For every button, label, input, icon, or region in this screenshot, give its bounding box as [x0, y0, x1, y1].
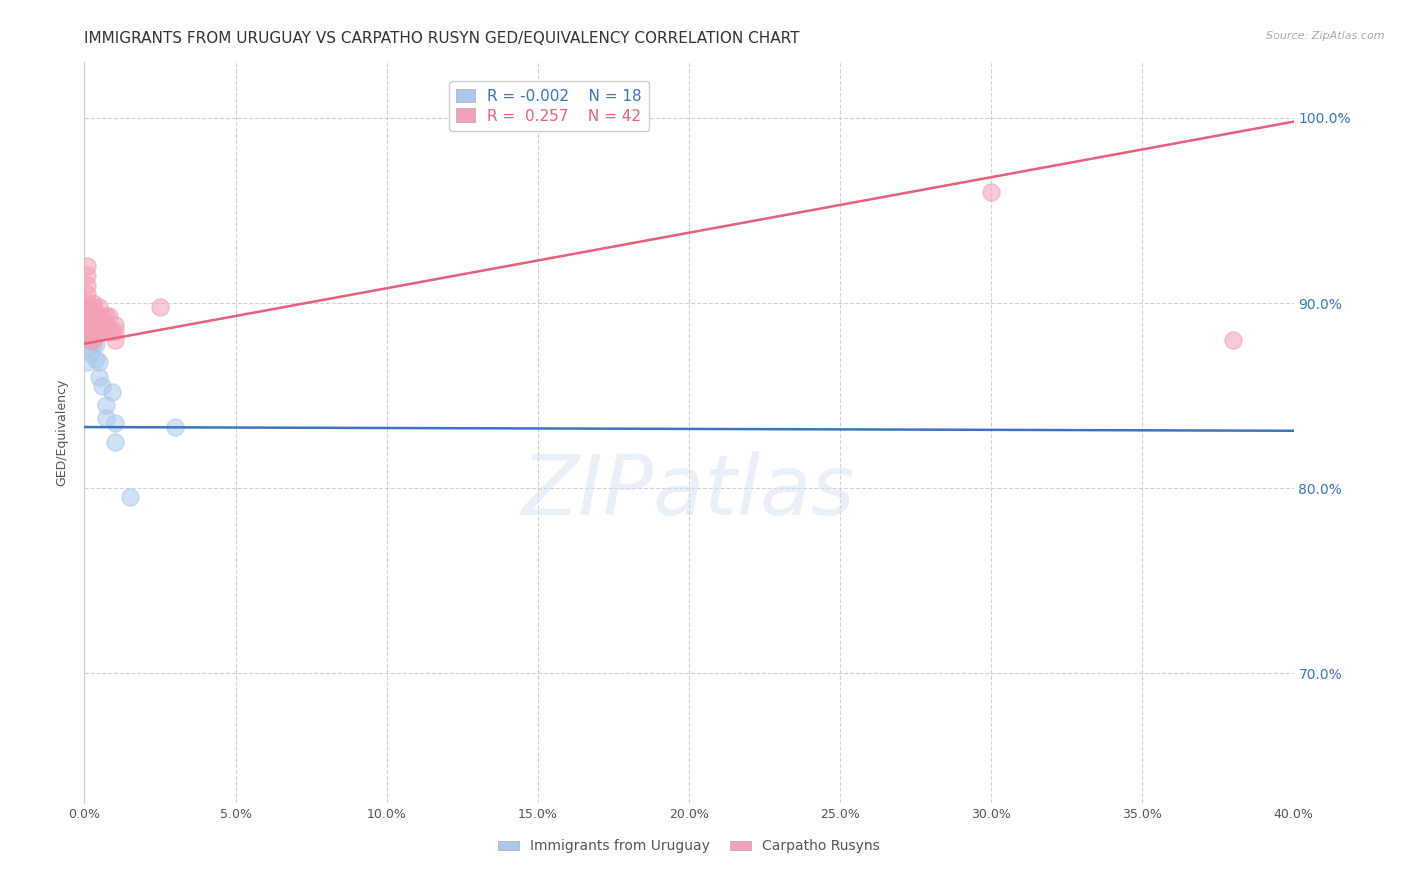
Point [79, 318, 101, 333]
Point [86, 309, 108, 323]
Point [79, 324, 101, 338]
Point [79, 305, 101, 319]
Point [79, 329, 101, 343]
Point [104, 434, 127, 449]
Point [104, 417, 127, 431]
Point [82, 310, 104, 325]
Point [82, 305, 104, 319]
Point [91, 379, 114, 393]
Point [89, 300, 111, 314]
Point [97, 309, 120, 323]
Point [82, 322, 104, 336]
Point [97, 324, 120, 338]
Point [104, 324, 127, 338]
Point [76, 355, 98, 369]
Point [86, 318, 108, 333]
Point [91, 324, 114, 338]
Text: Source: ZipAtlas.com: Source: ZipAtlas.com [1267, 31, 1385, 41]
Point [89, 355, 111, 369]
Point [118, 491, 141, 505]
Point [89, 370, 111, 384]
Y-axis label: GED/Equivalency: GED/Equivalency [55, 379, 69, 486]
Point [76, 314, 98, 328]
Point [82, 300, 104, 314]
Point [76, 341, 98, 355]
Point [94, 318, 117, 333]
Point [149, 300, 172, 314]
Point [82, 333, 104, 347]
Point [76, 277, 98, 292]
Point [980, 185, 1002, 199]
Point [91, 309, 114, 323]
Text: IMMIGRANTS FROM URUGUAY VS CARPATHO RUSYN GED/EQUIVALENCY CORRELATION CHART: IMMIGRANTS FROM URUGUAY VS CARPATHO RUSY… [84, 31, 800, 46]
Point [76, 286, 98, 301]
Point [89, 324, 111, 338]
Point [79, 314, 101, 328]
Point [86, 336, 108, 351]
Point [1222, 333, 1244, 347]
Text: ZIPatlas: ZIPatlas [522, 451, 856, 533]
Point [79, 346, 101, 360]
Point [79, 333, 101, 347]
Point [89, 309, 111, 323]
Point [76, 268, 98, 283]
Point [79, 333, 101, 347]
Point [89, 314, 111, 328]
Point [82, 318, 104, 333]
Legend: Immigrants from Uruguay, Carpatho Rusyns: Immigrants from Uruguay, Carpatho Rusyns [492, 834, 886, 859]
Point [104, 333, 127, 347]
Point [100, 324, 122, 338]
Point [76, 300, 98, 314]
Point [100, 384, 122, 399]
Point [94, 309, 117, 323]
Point [76, 305, 98, 319]
Point [165, 420, 187, 434]
Point [94, 410, 117, 425]
Point [86, 351, 108, 366]
Point [104, 318, 127, 333]
Point [82, 296, 104, 310]
Point [82, 336, 104, 351]
Point [82, 324, 104, 338]
Point [91, 314, 114, 328]
Point [94, 398, 117, 412]
Point [76, 259, 98, 273]
Point [86, 314, 108, 328]
Point [76, 296, 98, 310]
